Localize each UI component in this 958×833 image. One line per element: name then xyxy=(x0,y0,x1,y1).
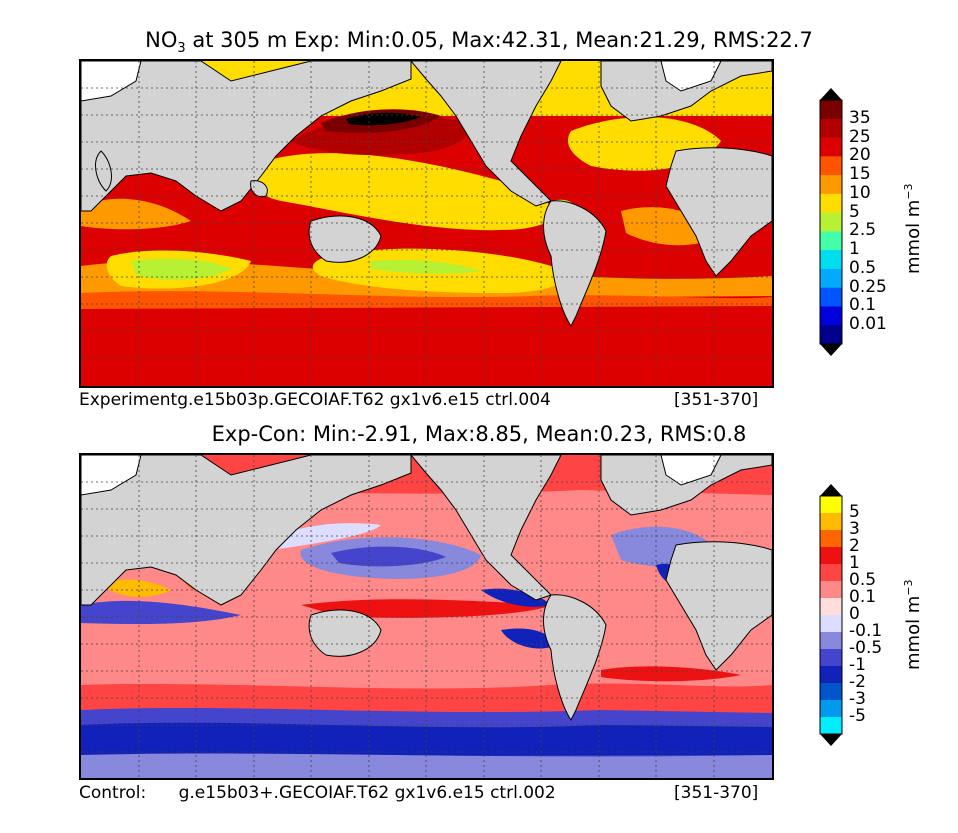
bottom-colorbar-segment xyxy=(820,530,842,548)
top-colorbar-arrow-bottom xyxy=(820,344,842,356)
bottom-colorbar-tick-label: 0.5 xyxy=(849,570,877,590)
bottom-colorbar-segment xyxy=(820,513,842,531)
bottom-colorbar-tick-label: 5 xyxy=(849,502,860,522)
top-colorbar-segment xyxy=(820,137,842,157)
bottom-colorbar-tick-label: 0 xyxy=(849,604,860,624)
bottom-colorbar-tick-label: 0.1 xyxy=(849,587,877,607)
bottom-colorbar-segment xyxy=(820,632,842,650)
top-title-subscript: 3 xyxy=(177,41,186,57)
bottom-panel-title: Exp-Con: Min:-2.91, Max:8.85, Mean:0.23,… xyxy=(211,422,747,446)
top-colorbar-tick-label: 35 xyxy=(849,107,871,128)
bottom-map-field xyxy=(81,455,772,778)
bottom-colorbar-tick-label: -0.1 xyxy=(849,621,883,641)
top-colorbar-tick-label: 0.25 xyxy=(849,276,887,297)
top-colorbar-tick-label: 15 xyxy=(849,164,871,185)
top-colorbar-arrow-top xyxy=(820,88,842,100)
bottom-colorbar-segment xyxy=(820,700,842,718)
bottom-colorbar-arrow-top xyxy=(820,484,842,496)
bottom-colorbar-segment xyxy=(820,496,842,514)
bottom-colorbar-segment xyxy=(820,564,842,582)
top-colorbar-tick-label: 25 xyxy=(849,126,871,147)
bottom-map xyxy=(79,453,774,780)
bottom-colorbar-segment xyxy=(820,598,842,616)
top-caption-right: [351-370] xyxy=(674,390,759,410)
top-caption-left: Experimentg.e15b03p.GECOIAF.T62 gx1v6.e1… xyxy=(79,390,551,410)
top-colorbar-tick-label: 1 xyxy=(849,239,860,260)
top-colorbar-segment xyxy=(820,156,842,176)
top-colorbar-segment xyxy=(820,231,842,251)
bottom-unit-main: mmol m xyxy=(903,595,924,670)
top-colorbar-segment xyxy=(820,250,842,270)
bottom-colorbar-segment xyxy=(820,683,842,701)
top-map-field xyxy=(81,61,772,386)
bottom-colorbar xyxy=(819,484,843,746)
bottom-colorbar-tick-label: 1 xyxy=(849,553,860,573)
bottom-colorbar-segment xyxy=(820,666,842,684)
top-colorbar-tick-label: 20 xyxy=(849,145,871,166)
bottom-caption-left: Control: g.e15b03+.GECOIAF.T62 gx1v6.e15… xyxy=(79,783,556,803)
top-colorbar-segment xyxy=(820,118,842,139)
bottom-colorbar-tick-label: -5 xyxy=(849,706,866,726)
top-colorbar-tick-label: 0.1 xyxy=(849,295,877,316)
top-colorbar-segment xyxy=(820,193,842,214)
top-colorbar-segment xyxy=(820,325,842,345)
top-colorbar xyxy=(819,88,843,356)
top-title-stats: at 305 m Exp: Min:0.05, Max:42.31, Mean:… xyxy=(185,28,813,52)
bottom-colorbar-segment xyxy=(820,581,842,599)
bottom-colorbar-tick-label: -2 xyxy=(849,672,866,692)
bottom-colorbar-segment xyxy=(820,615,842,633)
bottom-colorbar-tick-label: -0.5 xyxy=(849,638,883,658)
top-colorbar-tick-label: 0.5 xyxy=(849,257,877,278)
bottom-colorbar-tick-label: 2 xyxy=(849,536,860,556)
bottom-unit-label: mmol m−3 xyxy=(902,560,924,670)
top-colorbar-segment xyxy=(820,175,842,195)
bottom-colorbar-tick-label: 3 xyxy=(849,519,860,539)
top-colorbar-segment xyxy=(820,306,842,326)
top-colorbar-tick-label: 0.01 xyxy=(849,314,887,335)
top-unit-main: mmol m xyxy=(903,199,924,274)
top-colorbar-segment xyxy=(820,212,842,232)
top-colorbar-segment xyxy=(820,268,842,289)
bottom-colorbar-tick-label: -1 xyxy=(849,655,866,675)
top-unit-exp: −3 xyxy=(902,183,915,200)
bottom-colorbar-arrow-bottom xyxy=(820,734,842,746)
bottom-colorbar-segment xyxy=(820,717,842,735)
top-unit-label: mmol m−3 xyxy=(902,164,924,274)
top-colorbar-tick-label: 10 xyxy=(849,182,871,203)
bottom-caption-right: [351-370] xyxy=(674,783,759,803)
bottom-colorbar-segment xyxy=(820,547,842,565)
top-map xyxy=(79,59,774,388)
top-colorbar-tick-label: 5 xyxy=(849,201,860,222)
top-colorbar-tick-label: 2.5 xyxy=(849,220,877,241)
bottom-unit-exp: −3 xyxy=(902,579,915,596)
bottom-colorbar-segment xyxy=(820,649,842,667)
top-colorbar-segment xyxy=(820,287,842,307)
top-colorbar-segment xyxy=(820,100,842,120)
top-panel-title: NO3 at 305 m Exp: Min:0.05, Max:42.31, M… xyxy=(0,28,958,56)
bottom-colorbar-tick-label: -3 xyxy=(849,689,866,709)
top-title-variable: NO xyxy=(145,28,178,52)
